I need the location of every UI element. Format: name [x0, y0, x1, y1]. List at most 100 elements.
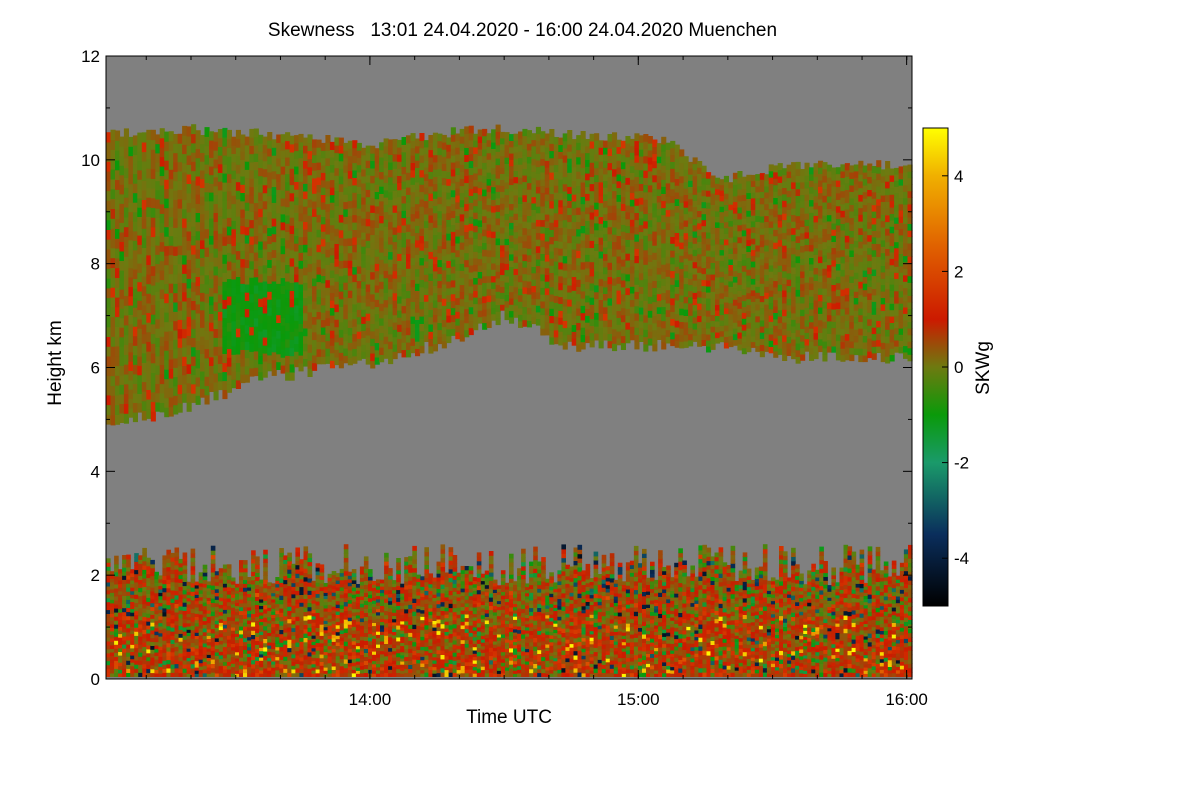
boundary-layer-cell	[287, 622, 292, 628]
boundary-layer-cell	[428, 614, 433, 619]
boundary-layer-cell	[404, 632, 409, 638]
boundary-layer-cell	[750, 608, 756, 613]
boundary-layer-cell	[456, 624, 462, 629]
boundary-layer-cell	[146, 652, 151, 658]
boundary-layer-cell	[287, 659, 292, 665]
boundary-layer-cell	[287, 602, 292, 607]
boundary-layer-cell	[174, 629, 180, 634]
boundary-layer-cell	[259, 640, 264, 645]
boundary-layer-cell	[452, 644, 458, 649]
boundary-layer-cell	[642, 672, 647, 678]
boundary-layer-cell	[420, 659, 425, 664]
boundary-layer-cell	[267, 610, 272, 615]
boundary-layer-cell	[154, 592, 159, 597]
boundary-layer-cell	[738, 623, 744, 628]
boundary-layer-cell	[267, 601, 272, 605]
boundary-layer-cell	[118, 629, 123, 635]
boundary-layer-cell	[492, 589, 498, 593]
boundary-layer-cell	[347, 599, 353, 604]
boundary-layer-cell	[444, 572, 450, 577]
boundary-layer-cell	[235, 630, 240, 634]
boundary-layer-cell	[178, 586, 184, 591]
boundary-layer-cell	[267, 623, 272, 627]
boundary-layer-cell	[452, 619, 458, 625]
boundary-layer-cell	[327, 618, 333, 623]
boundary-layer-cell	[368, 579, 373, 584]
boundary-layer-cell	[428, 611, 433, 616]
boundary-layer-cell	[392, 615, 397, 620]
boundary-layer-cell	[259, 602, 264, 606]
boundary-layer-cell	[541, 660, 546, 666]
boundary-layer-cell	[617, 668, 623, 674]
boundary-layer-cell	[214, 669, 220, 674]
boundary-layer-cell	[509, 647, 514, 653]
boundary-layer-cell	[569, 573, 575, 579]
boundary-layer-cell	[758, 581, 764, 586]
boundary-layer-cell	[259, 660, 264, 665]
boundary-layer-cell	[569, 614, 575, 619]
boundary-layer-cell	[452, 563, 458, 568]
boundary-layer-cell	[553, 654, 558, 659]
boundary-layer-cell	[138, 575, 143, 580]
boundary-layer-cell	[138, 644, 143, 649]
boundary-layer-cell	[351, 644, 357, 649]
boundary-layer-cell	[581, 634, 587, 639]
boundary-layer-cell	[521, 633, 526, 639]
boundary-layer-cell	[343, 583, 349, 589]
boundary-layer-cell	[206, 622, 212, 627]
boundary-layer-cell	[646, 617, 651, 622]
boundary-layer-cell	[279, 616, 284, 622]
boundary-layer-cell	[597, 645, 603, 650]
boundary-layer-cell	[601, 611, 607, 617]
boundary-layer-cell	[347, 603, 353, 608]
boundary-layer-cell	[718, 650, 724, 656]
boundary-layer-cell	[400, 639, 405, 643]
boundary-layer-cell	[295, 659, 300, 665]
boundary-layer-cell	[658, 655, 663, 661]
boundary-layer-cell	[690, 587, 695, 592]
boundary-layer-cell	[617, 657, 623, 662]
boundary-layer-cell	[283, 624, 288, 629]
boundary-layer-cell	[682, 603, 687, 608]
boundary-layer-cell	[222, 590, 228, 595]
boundary-layer-cell	[589, 614, 595, 619]
boundary-layer-cell	[372, 603, 377, 608]
boundary-layer-cell	[690, 621, 695, 626]
boundary-layer-cell	[505, 667, 510, 671]
boundary-layer-cell	[666, 650, 671, 655]
boundary-layer-cell	[226, 605, 232, 610]
boundary-layer-cell	[251, 588, 256, 593]
boundary-layer-cell	[110, 620, 115, 625]
boundary-layer-cell	[380, 653, 385, 658]
boundary-layer-cell	[589, 617, 595, 622]
boundary-layer-cell	[456, 596, 462, 601]
boundary-layer-cell	[275, 653, 280, 658]
boundary-layer-cell	[758, 650, 764, 656]
boundary-layer-cell	[569, 581, 575, 586]
boundary-layer-cell	[509, 602, 514, 608]
boundary-layer-cell	[521, 591, 526, 597]
boundary-layer-cell	[408, 660, 413, 665]
boundary-layer-cell	[456, 579, 462, 584]
boundary-layer-cell	[408, 612, 413, 617]
boundary-layer-cell	[251, 663, 256, 669]
boundary-layer-cell	[190, 574, 196, 580]
boundary-layer-cell	[323, 673, 329, 677]
boundary-layer-cell	[243, 610, 248, 615]
boundary-layer-cell	[770, 626, 776, 631]
boundary-layer-cell	[400, 642, 405, 647]
boundary-layer-cell	[166, 566, 171, 572]
boundary-layer-cell	[416, 598, 421, 603]
boundary-layer-cell	[118, 612, 123, 617]
boundary-layer-cell	[545, 634, 550, 638]
boundary-layer-cell	[460, 646, 466, 652]
boundary-layer-cell	[597, 649, 603, 654]
boundary-layer-cell	[247, 663, 252, 667]
boundary-layer-cell	[331, 616, 337, 621]
boundary-layer-cell	[646, 660, 651, 664]
boundary-layer-cell	[335, 586, 341, 591]
boundary-layer-cell	[214, 592, 220, 597]
boundary-layer-cell	[496, 591, 502, 595]
boundary-layer-cell	[412, 598, 417, 603]
boundary-layer-cell	[565, 672, 570, 677]
